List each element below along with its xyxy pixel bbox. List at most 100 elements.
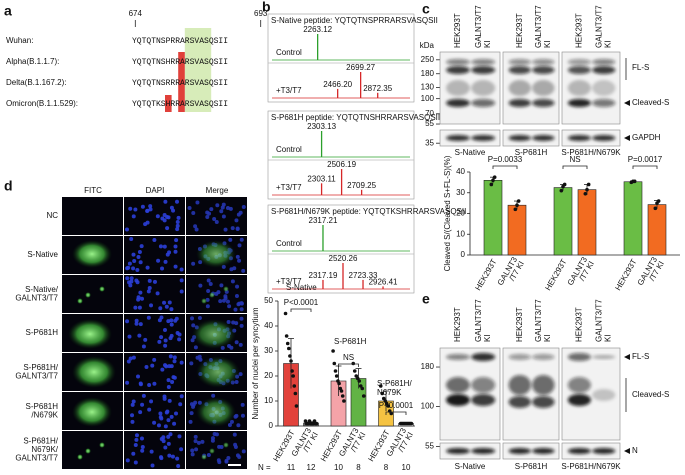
group-name: S-P681H/N679K: [561, 148, 621, 157]
nucleus: [232, 266, 237, 271]
nucleus: [219, 283, 224, 288]
group-label: S-Native: [286, 283, 317, 292]
band: [567, 80, 592, 96]
nucleus: [163, 338, 168, 343]
peak-label: 2466.20: [323, 80, 352, 89]
group-name: S-Native: [455, 148, 486, 157]
nucleus: [136, 255, 141, 260]
row-label: GALNT3/T7: [15, 454, 58, 463]
band: [592, 59, 616, 65]
nucleus: [195, 355, 200, 360]
data-point: [361, 394, 366, 398]
data-point: [287, 346, 291, 351]
nucleus: [191, 211, 196, 216]
nucleus: [227, 304, 232, 309]
nucleus: [133, 207, 138, 212]
gfp-signal: [99, 286, 105, 292]
nucleus: [225, 299, 230, 304]
nucleus: [136, 374, 141, 379]
nucleus: [219, 445, 224, 450]
nucleus: [166, 434, 171, 439]
bar: [577, 189, 597, 256]
nucleus: [188, 419, 193, 424]
sequence: YQTQTNSHRRARSVASQSII: [132, 58, 228, 67]
nucleus: [174, 316, 179, 321]
kda-marker: 55: [425, 442, 434, 451]
nucleus: [147, 383, 152, 388]
nucleus: [166, 441, 171, 446]
nucleus: [129, 276, 134, 281]
nucleus: [198, 283, 203, 288]
nucleus: [158, 415, 163, 420]
gfp-signal: [201, 298, 207, 304]
data-point: [290, 369, 294, 373]
nucleus: [177, 434, 182, 439]
band: [508, 396, 531, 408]
nucleus: [137, 249, 142, 254]
band: [471, 448, 496, 454]
nucleus: [138, 322, 143, 327]
nucleus: [239, 323, 244, 328]
band: [532, 66, 555, 74]
column-header: FITC: [84, 186, 102, 195]
nucleus: [130, 413, 135, 418]
row-label: GALNT3/T7: [15, 293, 58, 302]
nucleus: [193, 439, 198, 444]
nucleus: [137, 305, 142, 310]
x-tick-label: HEK293T: [366, 428, 391, 463]
data-point: [585, 187, 589, 192]
spectrum-title: S-P681H/N679K peptide: YQTQTKSHRRARSVASQ…: [271, 207, 466, 216]
data-point: [389, 411, 394, 416]
band: [567, 448, 592, 454]
y-tick-label: 0: [269, 421, 274, 430]
band: [471, 99, 496, 107]
group-name: S-P681H/N679K: [561, 462, 621, 471]
band: [567, 59, 592, 65]
nucleus: [241, 449, 246, 454]
data-point: [332, 361, 337, 366]
motif-highlight: [184, 28, 212, 112]
nucleus: [163, 259, 168, 264]
kda-marker: 100: [421, 402, 435, 411]
nucleus: [152, 279, 157, 284]
nucleus: [163, 343, 168, 348]
band: [508, 59, 531, 65]
y-axis-label: Number of nuclei per syncytium: [251, 307, 260, 419]
nucleus: [200, 439, 205, 444]
nucleus: [205, 215, 210, 220]
row-label: S-P681H/: [23, 363, 58, 372]
nucleus: [128, 206, 133, 211]
lane-header: GALNT3/T7: [474, 299, 483, 342]
row-label: GALNT3/T7: [15, 371, 58, 380]
gfp-signal: [85, 448, 91, 454]
band: [532, 59, 555, 65]
nucleus: [190, 316, 195, 321]
gfp-signal: [72, 397, 112, 427]
y-tick-label: 40: [456, 167, 465, 176]
band-label: GAPDH: [632, 133, 661, 142]
blot: [439, 347, 501, 441]
nucleus: [131, 451, 136, 456]
blot-loading: [502, 442, 560, 460]
position-label: 674: [129, 9, 143, 18]
nucleus: [223, 227, 228, 232]
data-point: [283, 311, 288, 316]
panel-label: e: [422, 291, 430, 307]
trace-name: Control: [276, 145, 302, 154]
nucleus: [150, 463, 155, 468]
kda-marker: 250: [421, 55, 435, 64]
data-point: [583, 191, 588, 196]
band: [446, 59, 470, 65]
gfp-signal: [223, 286, 229, 292]
nucleus: [131, 252, 136, 257]
nucleus: [155, 291, 160, 296]
nucleus: [140, 204, 145, 209]
data-point: [489, 182, 494, 187]
nucleus: [235, 254, 240, 259]
gfp-signal: [77, 454, 83, 460]
nucleus: [172, 355, 177, 360]
significance-bracket: [338, 363, 359, 367]
nucleus: [143, 337, 148, 342]
data-point: [289, 359, 293, 363]
